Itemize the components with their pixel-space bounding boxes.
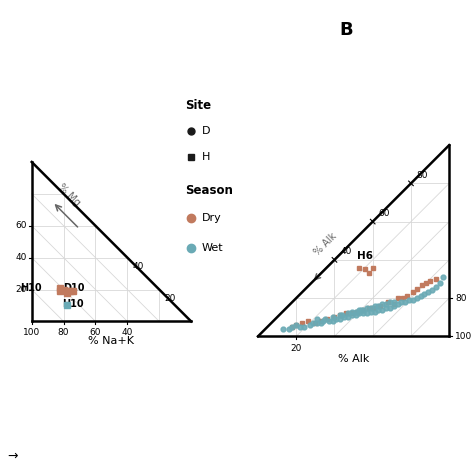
- Text: 60: 60: [16, 221, 27, 230]
- Text: 40: 40: [340, 247, 352, 256]
- Text: 60: 60: [90, 328, 101, 337]
- Text: 40: 40: [122, 328, 133, 337]
- Text: H: H: [201, 152, 210, 162]
- Text: Season: Season: [185, 184, 233, 197]
- Text: H6: H6: [357, 251, 374, 261]
- Text: % Alk: % Alk: [338, 354, 369, 364]
- Text: % Na+K: % Na+K: [89, 336, 135, 346]
- Text: 20: 20: [164, 294, 175, 303]
- Text: 100: 100: [455, 332, 472, 341]
- Text: 20: 20: [16, 285, 27, 294]
- Text: Site: Site: [185, 99, 211, 112]
- Text: D10: D10: [64, 283, 85, 293]
- Text: 80: 80: [417, 171, 428, 180]
- Text: 80: 80: [58, 328, 69, 337]
- Text: D: D: [201, 126, 210, 136]
- Text: % Alk: % Alk: [313, 231, 339, 257]
- Text: 60: 60: [378, 209, 390, 218]
- Text: H10: H10: [19, 283, 41, 293]
- Text: →: →: [7, 450, 18, 463]
- Text: 20: 20: [291, 344, 302, 353]
- Text: % Mg: % Mg: [56, 182, 82, 208]
- Text: 40: 40: [16, 253, 27, 262]
- Text: Wet: Wet: [201, 243, 223, 253]
- Text: 40: 40: [132, 263, 144, 272]
- Text: Dry: Dry: [201, 213, 221, 223]
- Text: B: B: [339, 21, 353, 39]
- Text: 100: 100: [23, 328, 40, 337]
- Text: H10: H10: [62, 299, 83, 309]
- Text: 80: 80: [455, 293, 466, 302]
